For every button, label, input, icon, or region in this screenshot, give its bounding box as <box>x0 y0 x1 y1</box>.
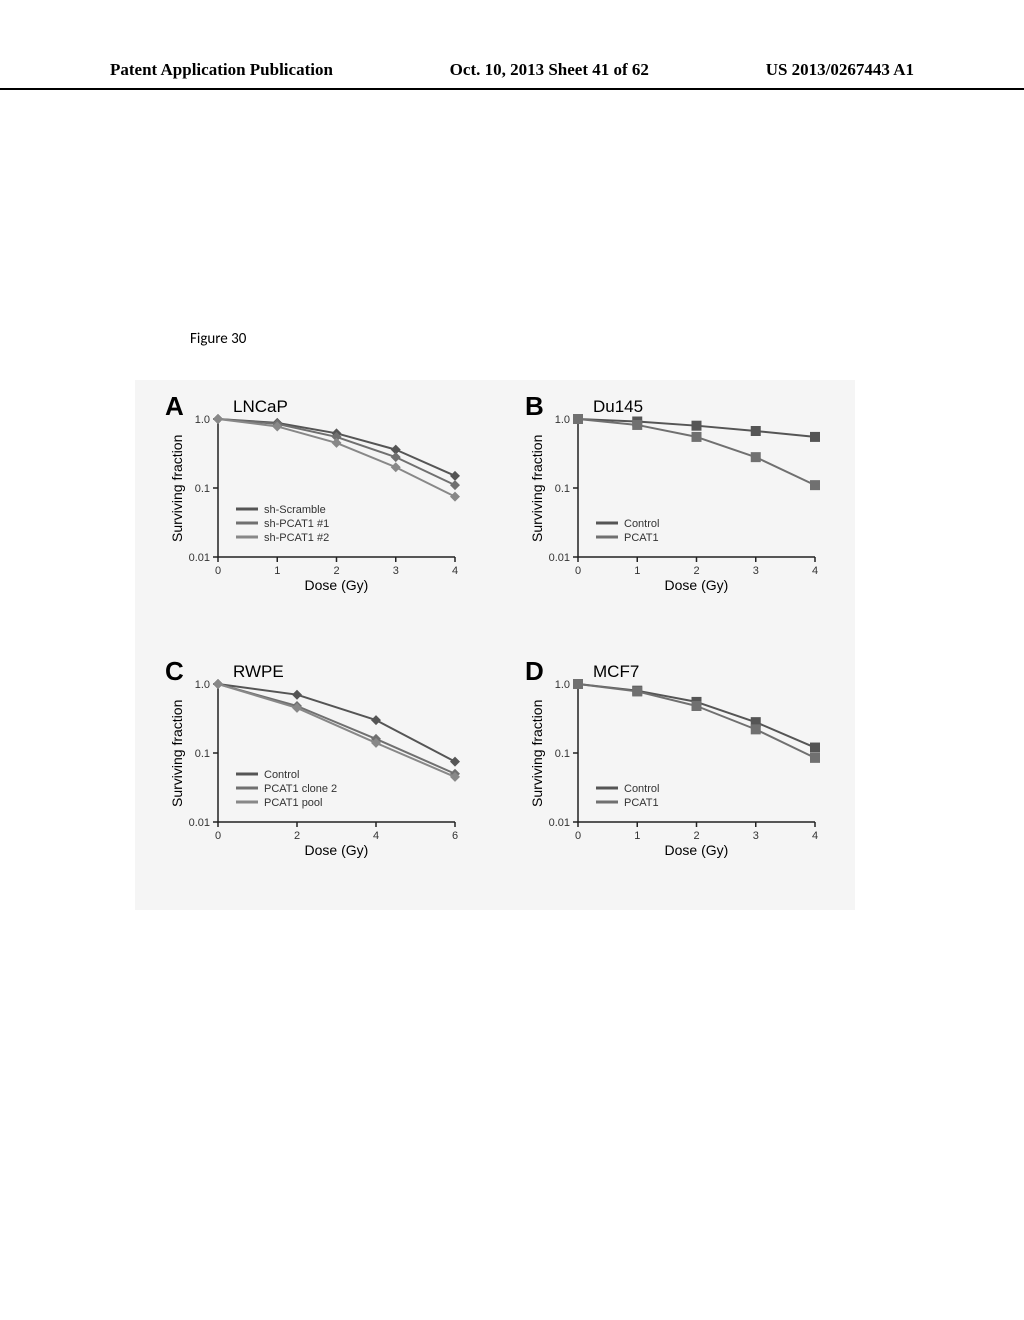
svg-text:4: 4 <box>373 830 379 842</box>
panel-A: ALNCaP012340.010.11.0sh-Scramblesh-PCAT1… <box>163 395 463 595</box>
header-right: US 2013/0267443 A1 <box>766 60 914 80</box>
svg-text:1: 1 <box>274 565 280 577</box>
y-axis-label: Surviving fraction <box>169 435 185 542</box>
header-left: Patent Application Publication <box>110 60 333 80</box>
panel-D: DMCF7012340.010.11.0ControlPCAT1Survivin… <box>523 660 823 860</box>
svg-text:0.1: 0.1 <box>555 748 570 760</box>
svg-text:0.1: 0.1 <box>555 483 570 495</box>
svg-text:0: 0 <box>575 565 581 577</box>
svg-text:3: 3 <box>753 830 759 842</box>
x-axis-label: Dose (Gy) <box>665 842 729 858</box>
header-center: Oct. 10, 2013 Sheet 41 of 62 <box>450 60 649 80</box>
x-axis-label: Dose (Gy) <box>665 577 729 593</box>
x-axis-label: Dose (Gy) <box>305 577 369 593</box>
svg-text:4: 4 <box>812 830 818 842</box>
page-header: Patent Application Publication Oct. 10, … <box>0 0 1024 90</box>
svg-text:1: 1 <box>634 830 640 842</box>
svg-text:0.01: 0.01 <box>189 817 210 829</box>
svg-text:0.01: 0.01 <box>549 817 570 829</box>
svg-text:1.0: 1.0 <box>555 414 570 426</box>
y-axis-label: Surviving fraction <box>529 700 545 807</box>
svg-text:2: 2 <box>294 830 300 842</box>
y-axis-label: Surviving fraction <box>529 435 545 542</box>
svg-text:Control: Control <box>624 783 659 795</box>
figure-label: Figure 30 <box>190 330 246 348</box>
svg-text:Control: Control <box>264 769 299 781</box>
svg-text:1.0: 1.0 <box>555 679 570 691</box>
svg-text:2: 2 <box>693 565 699 577</box>
svg-text:0: 0 <box>215 565 221 577</box>
svg-text:1: 1 <box>634 565 640 577</box>
svg-text:3: 3 <box>393 565 399 577</box>
figure-block: ALNCaP012340.010.11.0sh-Scramblesh-PCAT1… <box>135 380 855 910</box>
svg-text:6: 6 <box>452 830 458 842</box>
panel-B: BDu145012340.010.11.0ControlPCAT1Survivi… <box>523 395 823 595</box>
svg-text:sh-PCAT1 #1: sh-PCAT1 #1 <box>264 518 329 530</box>
svg-text:0.1: 0.1 <box>195 483 210 495</box>
svg-text:0.01: 0.01 <box>189 552 210 564</box>
panel-C: CRWPE02460.010.11.0ControlPCAT1 clone 2P… <box>163 660 463 860</box>
svg-text:2: 2 <box>333 565 339 577</box>
svg-text:sh-PCAT1 #2: sh-PCAT1 #2 <box>264 532 329 544</box>
chart-svg: 0 2 4 6 0.01 0.1 1.0 Control PCAT1 clone 2 PCAT1 … <box>163 660 463 860</box>
svg-text:3: 3 <box>753 565 759 577</box>
svg-text:sh-Scramble: sh-Scramble <box>264 504 326 516</box>
x-axis-label: Dose (Gy) <box>305 842 369 858</box>
svg-text:PCAT1: PCAT1 <box>624 532 659 544</box>
svg-text:0.01: 0.01 <box>549 552 570 564</box>
svg-text:0: 0 <box>215 830 221 842</box>
chart-svg: 0 1 2 3 4 0.01 0.1 1.0 Control PCAT1 <box>523 395 823 595</box>
svg-text:PCAT1 pool: PCAT1 pool <box>264 797 323 809</box>
svg-text:0: 0 <box>575 830 581 842</box>
svg-text:4: 4 <box>452 565 458 577</box>
svg-text:4: 4 <box>812 565 818 577</box>
svg-text:0.1: 0.1 <box>195 748 210 760</box>
y-axis-label: Surviving fraction <box>169 700 185 807</box>
svg-text:1.0: 1.0 <box>195 414 210 426</box>
chart-svg: 0 1 2 3 4 0.01 0.1 1.0 Control PCAT1 <box>523 660 823 860</box>
svg-text:PCAT1 clone 2: PCAT1 clone 2 <box>264 783 337 795</box>
svg-text:Control: Control <box>624 518 659 530</box>
svg-text:2: 2 <box>693 830 699 842</box>
svg-text:1.0: 1.0 <box>195 679 210 691</box>
svg-text:PCAT1: PCAT1 <box>624 797 659 809</box>
chart-svg: 0 1 2 3 4 0.01 0.1 1.0 sh-Scramble sh-PCAT1 #1 sh-… <box>163 395 463 595</box>
